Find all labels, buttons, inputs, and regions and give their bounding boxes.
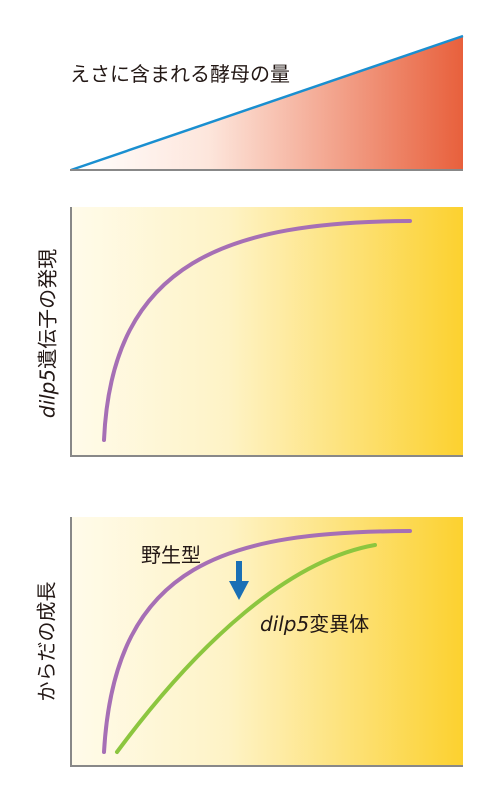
growth-ylabel: からだの成長 [34, 581, 59, 702]
mutant-curve [115, 543, 377, 754]
mutant-label-text: 変異体 [309, 612, 370, 636]
expression-axes [70, 207, 463, 457]
expression-ylabel-text: 遺伝子の発現 [35, 248, 60, 369]
wild-type-curve [102, 529, 412, 754]
growth-axes [70, 517, 463, 767]
wild-type-label: 野生型 [141, 543, 201, 567]
mutant-label: dilp5変異体 [260, 608, 369, 637]
expression-ylabel: dilp5遺伝子の発現 [32, 244, 61, 424]
expression-curve [102, 219, 412, 442]
decrease-arrow-icon [229, 561, 249, 600]
yeast-amount-title: えさに含まれる酵母の量 [70, 62, 290, 86]
mutant-label-gene: dilp5 [260, 612, 310, 636]
expression-panel-bg [71, 207, 463, 456]
yeast-amount-line [70, 34, 464, 172]
expression-ylabel-gene: dilp5 [35, 368, 60, 419]
